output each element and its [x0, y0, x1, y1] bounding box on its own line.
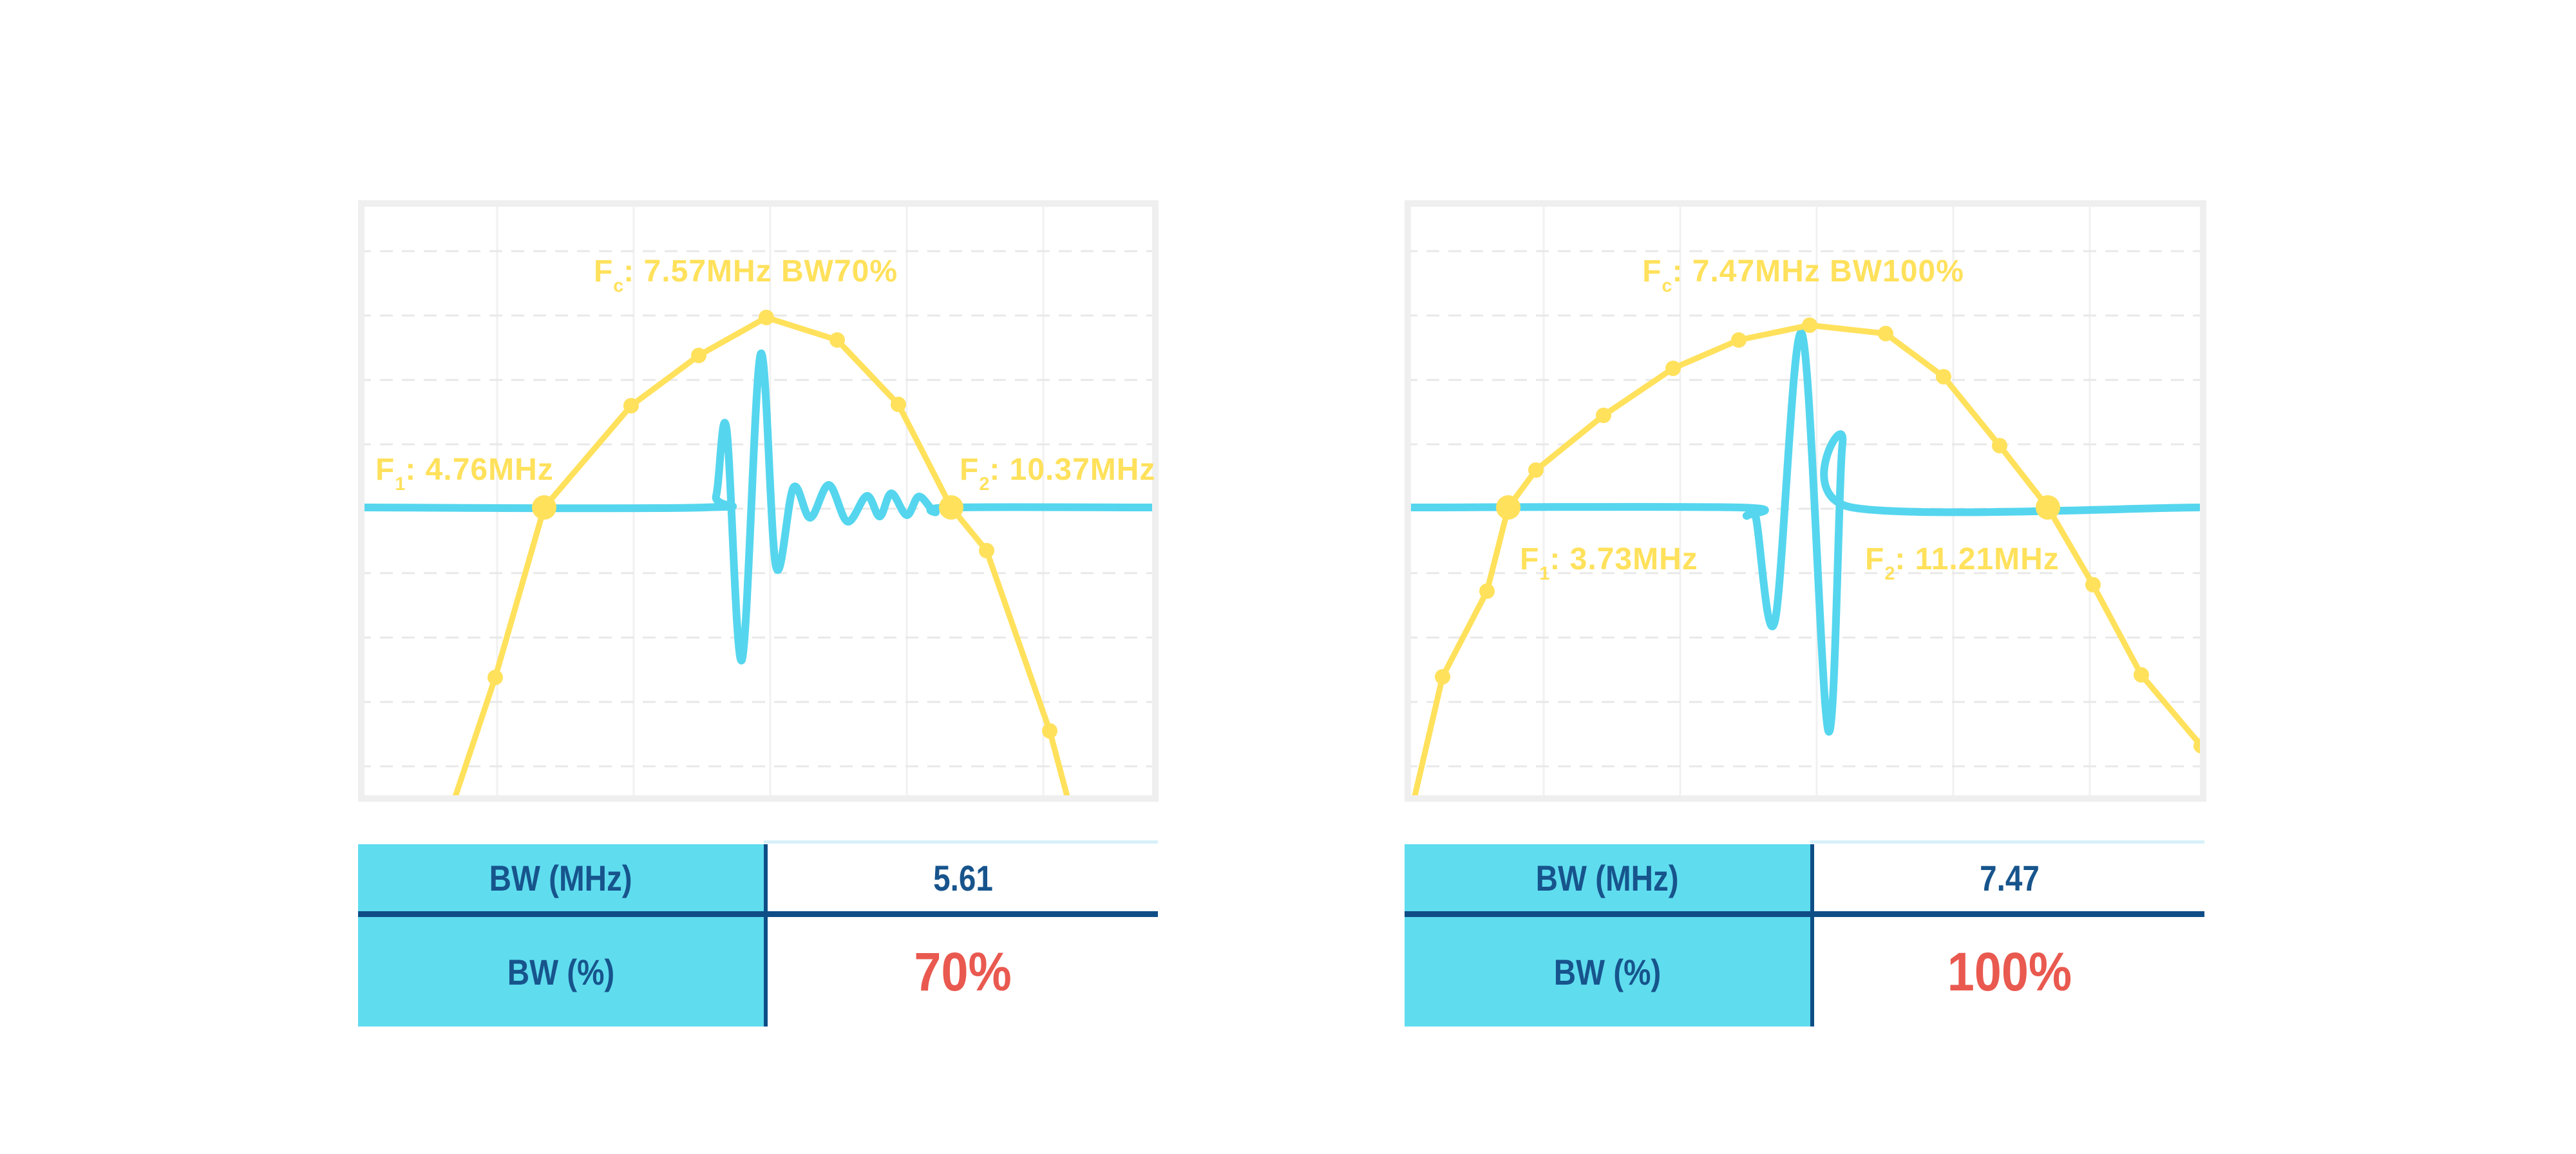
- data-point-dot: [691, 348, 706, 363]
- data-point-dot: [1479, 583, 1495, 599]
- chart-frame: [1405, 200, 2206, 802]
- fc-label-prefix: F: [593, 254, 614, 288]
- table-row: BW (%): [1405, 917, 1810, 1026]
- bw-mhz-value: 7.47: [1979, 857, 2040, 898]
- spectrum-line: [452, 314, 1070, 795]
- table-row: BW (MHz): [1405, 844, 1810, 911]
- bw-percent-label: BW (%): [1553, 951, 1662, 992]
- table-row: 70%: [768, 917, 1158, 1026]
- data-point-dot: [2085, 577, 2101, 592]
- f1-label-subscript: 1: [1539, 563, 1550, 584]
- f1-label-prefix: F: [375, 453, 395, 487]
- bw-percent-value: 70%: [914, 941, 1012, 1002]
- f2-label-subscript: 2: [979, 473, 990, 495]
- f1-label-prefix: F: [1520, 542, 1540, 576]
- table-row-divider: [358, 911, 1158, 917]
- f1-label-text: : 3.73MHz: [1549, 542, 1698, 576]
- right-f1-annotation: F1: 3.73MHz: [1520, 544, 1698, 583]
- data-point-dot: [829, 332, 845, 348]
- fc-label-prefix: F: [1642, 254, 1662, 288]
- data-point-dot: [1528, 462, 1544, 478]
- chart-plot-area: [1411, 207, 2200, 795]
- table-column-divider: [1810, 844, 1814, 1026]
- data-point-dot: [488, 670, 503, 685]
- f1-label-text: : 4.76MHz: [405, 453, 554, 487]
- table-row: 100%: [1814, 917, 2204, 1026]
- left-f2-annotation: F2: 10.37MHz: [960, 455, 1155, 494]
- crossing-point-dot: [2036, 495, 2060, 520]
- table-header-column: [1405, 844, 1810, 1026]
- table-top-accent-line: [764, 840, 1158, 844]
- table-row: 7.47: [1814, 844, 2204, 911]
- f2-label-prefix: F: [960, 453, 980, 487]
- data-point-dot: [1665, 361, 1681, 376]
- left-fc-annotation: Fc: 7.57MHz BW70%: [594, 256, 898, 296]
- data-point-dot: [1435, 669, 1450, 685]
- bw-percent-label: BW (%): [507, 951, 615, 992]
- table-row: 5.61: [768, 844, 1158, 911]
- data-point-dot: [1992, 438, 2007, 453]
- f2-label-text: : 11.21MHz: [1895, 542, 2060, 576]
- bw-percent-value: 100%: [1947, 941, 2072, 1002]
- data-point-dot: [1802, 317, 1817, 333]
- fc-label-text: : 7.47MHz BW100%: [1672, 254, 1964, 288]
- bw-mhz-label: BW (MHz): [489, 857, 633, 898]
- crossing-point-dot: [939, 495, 963, 520]
- right-bandwidth-table: BW (MHz) 7.47 BW (%) 100%: [1405, 840, 2204, 1026]
- pulse-waveform-line: [1411, 328, 2200, 736]
- f2-label-text: : 10.37MHz: [989, 453, 1156, 487]
- data-point-dot: [891, 397, 906, 412]
- fc-label-subscript: c: [613, 275, 624, 296]
- f2-label-prefix: F: [1865, 542, 1885, 576]
- pulse-waveform-line: [365, 349, 1152, 665]
- left-f1-annotation: F1: 4.76MHz: [375, 455, 554, 494]
- data-point-dot: [2134, 667, 2149, 683]
- table-row: BW (%): [358, 917, 764, 1026]
- left-bandwidth-table: BW (MHz) 5.61 BW (%) 70%: [358, 840, 1158, 1026]
- data-point-dot: [1731, 332, 1747, 348]
- data-point-dot: [1878, 326, 1893, 341]
- bw-mhz-label: BW (MHz): [1535, 857, 1680, 898]
- data-point-dot: [759, 310, 774, 325]
- right-f2-annotation: F2: 11.21MHz: [1865, 544, 2060, 583]
- data-point-dot: [2193, 738, 2200, 753]
- f1-label-subscript: 1: [395, 473, 406, 495]
- table-header-column: [358, 844, 764, 1026]
- data-point-dot: [979, 543, 994, 558]
- data-point-dot: [1596, 408, 1611, 423]
- bw-mhz-value: 5.61: [933, 857, 993, 898]
- fc-label-text: : 7.57MHz BW70%: [623, 254, 898, 288]
- f2-label-subscript: 2: [1884, 563, 1895, 584]
- table-row-divider: [1405, 911, 2204, 917]
- spectrum-line: [1412, 322, 2200, 795]
- crossing-point-dot: [1496, 495, 1520, 520]
- chart-plot-area: [365, 207, 1152, 795]
- data-point-dot: [1936, 369, 1951, 384]
- table-top-accent-line: [1810, 840, 2204, 844]
- chart-frame: [358, 200, 1159, 802]
- crossing-point-dot: [532, 495, 556, 520]
- table-column-divider: [764, 844, 768, 1026]
- data-point-dot: [1042, 723, 1057, 739]
- right-fc-annotation: Fc: 7.47MHz BW100%: [1642, 256, 1964, 296]
- fc-label-subscript: c: [1662, 275, 1672, 296]
- table-row: BW (MHz): [358, 844, 764, 911]
- data-point-dot: [623, 398, 639, 413]
